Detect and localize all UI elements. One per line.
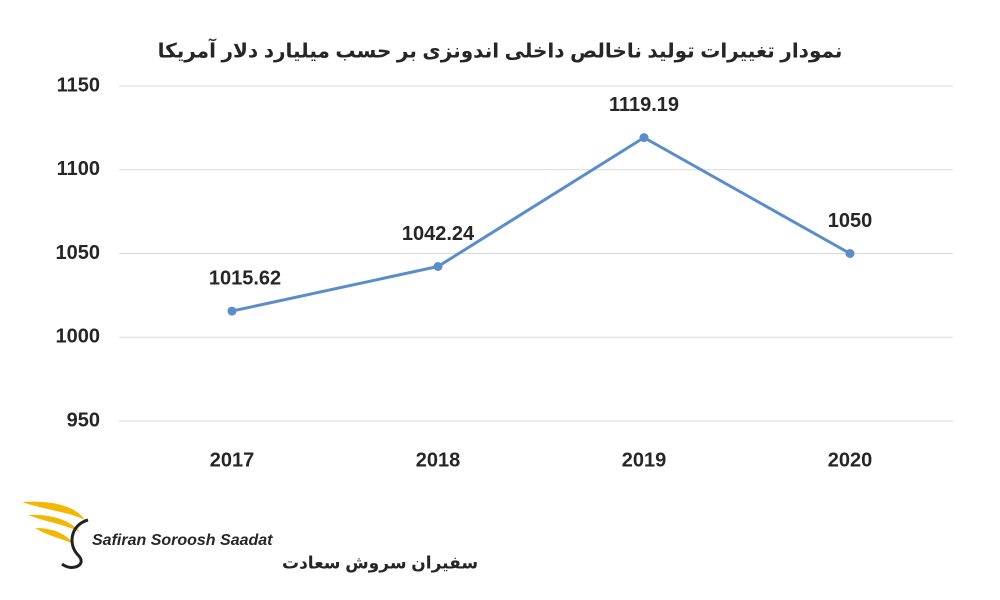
- point: [639, 133, 649, 143]
- y-tick-label: 950: [67, 409, 100, 431]
- chart-title: نمودار تغییرات تولید ناخالص داخلی اندونز…: [158, 37, 843, 62]
- logo-name: Safiran Soroosh Saadat: [92, 532, 273, 549]
- data-label: 1015.62: [209, 267, 281, 289]
- x-tick-label: 2017: [210, 449, 255, 471]
- logo: Safiran Soroosh Saadat سفیران سروش سعادت: [22, 501, 478, 573]
- data-label: 1119.19: [609, 94, 679, 116]
- y-tick-label: 1050: [56, 242, 101, 264]
- logo-name-fa: سفیران سروش سعادت: [282, 553, 478, 573]
- point: [433, 261, 443, 271]
- logo-s: [61, 518, 89, 569]
- logo-wing: [22, 501, 85, 520]
- logo-wing: [28, 514, 80, 532]
- line: [231, 135, 851, 313]
- x-tick-label: 2019: [622, 449, 667, 471]
- x-tick-label: 2018: [416, 449, 461, 471]
- data-label: 1050: [828, 210, 873, 232]
- y-tick-label: 1100: [57, 158, 100, 180]
- data-label: 1042.24: [402, 223, 475, 245]
- x-tick-label: 2020: [828, 449, 873, 471]
- point: [227, 306, 237, 316]
- y-tick-label: 1150: [57, 74, 100, 96]
- point: [845, 249, 855, 258]
- logo-wing: [35, 528, 74, 544]
- y-tick-label: 1000: [56, 326, 101, 348]
